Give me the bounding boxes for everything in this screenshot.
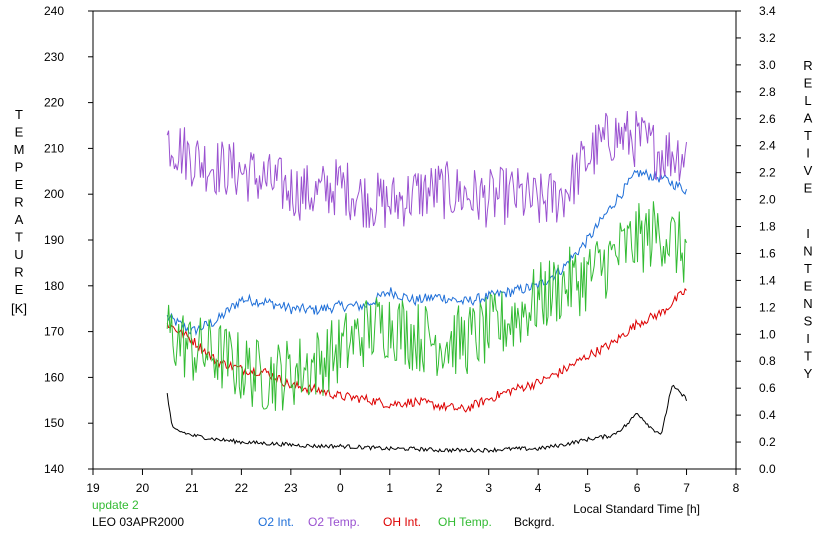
series-line-oh-int — [166, 287, 687, 413]
x-tick-label: 19 — [86, 481, 100, 495]
axis-label-letter: E — [804, 279, 813, 294]
right-tick-label: 3.0 — [759, 58, 776, 72]
x-tick-label: 1 — [386, 481, 393, 495]
station-label: LEO 03APR2000 — [92, 515, 184, 529]
axis-label-letter: E — [15, 282, 24, 297]
axis-label-letter: T — [804, 261, 812, 276]
left-tick-label: 180 — [44, 279, 64, 293]
status-text: update 2 — [92, 498, 139, 512]
axis-label-letter: R — [14, 195, 23, 210]
series-lines — [166, 110, 687, 454]
axis-label-letter: A — [15, 212, 24, 227]
x-tick-label: 5 — [584, 481, 591, 495]
legend-entry: O2 Int. — [258, 515, 294, 529]
x-tick-label: 3 — [485, 481, 492, 495]
x-tick-label: 6 — [634, 481, 641, 495]
x-axis-title: Local Standard Time [h] — [573, 502, 700, 516]
axis-label-letter: S — [804, 314, 813, 329]
axis-label-letter: L — [804, 93, 811, 108]
axis-label-letter: E — [15, 177, 24, 192]
legend-entry: OH Temp. — [438, 515, 492, 529]
left-tick-label: 230 — [44, 50, 64, 64]
right-tick-label: 2.2 — [759, 166, 776, 180]
left-y-axis: 140 150 160 170 180 190 200 210 220 230 240 — [44, 4, 93, 476]
legend-entry: Bckgrd. — [514, 515, 555, 529]
x-axis: 19 20 21 22 23 0 1 2 3 4 5 6 7 8 — [86, 469, 740, 495]
left-axis-unit: [K] — [11, 301, 27, 316]
right-tick-label: 3.4 — [759, 4, 776, 18]
axis-label-letter: T — [804, 128, 812, 143]
right-tick-label: 2.0 — [759, 193, 776, 207]
right-tick-label: 0.4 — [759, 408, 776, 422]
x-tick-label: 4 — [535, 481, 542, 495]
axis-label-letter: N — [803, 296, 812, 311]
axis-label-letter: R — [14, 265, 23, 280]
axis-label-letter: E — [804, 76, 813, 91]
axis-label-letter: M — [14, 142, 25, 157]
right-tick-label: 2.6 — [759, 112, 776, 126]
axis-label-letter: I — [806, 146, 810, 161]
series-line-o2-int — [166, 168, 687, 336]
left-tick-label: 190 — [44, 233, 64, 247]
legend-entry: O2 Temp. — [308, 515, 360, 529]
axis-label-letter: E — [804, 181, 813, 196]
x-tick-label: 7 — [683, 481, 690, 495]
series-line-oh-temp — [166, 201, 687, 411]
axis-label-letter: E — [15, 125, 24, 140]
left-tick-label: 240 — [44, 4, 64, 18]
axis-label-letter: I — [806, 226, 810, 241]
axis-label-letter: N — [803, 244, 812, 259]
right-tick-label: 0.6 — [759, 381, 776, 395]
right-tick-label: 1.6 — [759, 246, 776, 260]
axis-label-letter: A — [804, 111, 813, 126]
series-line-bckgrd — [166, 384, 687, 454]
right-tick-label: 2.4 — [759, 139, 776, 153]
axis-label-letter: T — [15, 107, 23, 122]
left-tick-label: 210 — [44, 141, 64, 155]
right-tick-label: 1.4 — [759, 273, 776, 287]
right-tick-label: 3.2 — [759, 31, 776, 45]
axis-label-letter: T — [804, 349, 812, 364]
axis-label-letter: U — [14, 247, 23, 262]
right-tick-label: 0.2 — [759, 435, 776, 449]
right-tick-label: 1.2 — [759, 300, 776, 314]
x-tick-label: 0 — [337, 481, 344, 495]
axis-label-letter: I — [806, 331, 810, 346]
left-tick-label: 150 — [44, 416, 64, 430]
left-tick-label: 140 — [44, 462, 64, 476]
x-tick-label: 22 — [235, 481, 249, 495]
left-tick-label: 170 — [44, 325, 64, 339]
x-tick-label: 8 — [733, 481, 740, 495]
right-tick-label: 1.8 — [759, 220, 776, 234]
left-tick-label: 200 — [44, 187, 64, 201]
right-tick-label: 1.0 — [759, 327, 776, 341]
x-tick-label: 2 — [436, 481, 443, 495]
x-tick-label: 21 — [185, 481, 199, 495]
axis-label-letter: V — [804, 163, 813, 178]
x-tick-label: 23 — [284, 481, 298, 495]
axis-label-letter: T — [15, 230, 23, 245]
series-line-o2-temp — [166, 110, 687, 228]
right-tick-label: 0.0 — [759, 462, 776, 476]
x-tick-label: 20 — [136, 481, 150, 495]
right-tick-label: 0.8 — [759, 354, 776, 368]
legend-entry: OH Int. — [383, 515, 421, 529]
legend: O2 Int. O2 Temp. OH Int. OH Temp. Bckgrd. — [258, 515, 555, 529]
axis-label-letter: Y — [804, 366, 813, 381]
axis-label-letter: R — [803, 58, 812, 73]
right-tick-label: 2.8 — [759, 85, 776, 99]
right-y-axis: 0.0 0.2 0.4 0.6 0.8 1.0 1.2 1.4 1.6 1.8 2.0 2.2 2.4 2… — [736, 4, 776, 476]
left-tick-label: 160 — [44, 370, 64, 384]
left-tick-label: 220 — [44, 96, 64, 110]
axis-label-letter: P — [15, 160, 24, 175]
